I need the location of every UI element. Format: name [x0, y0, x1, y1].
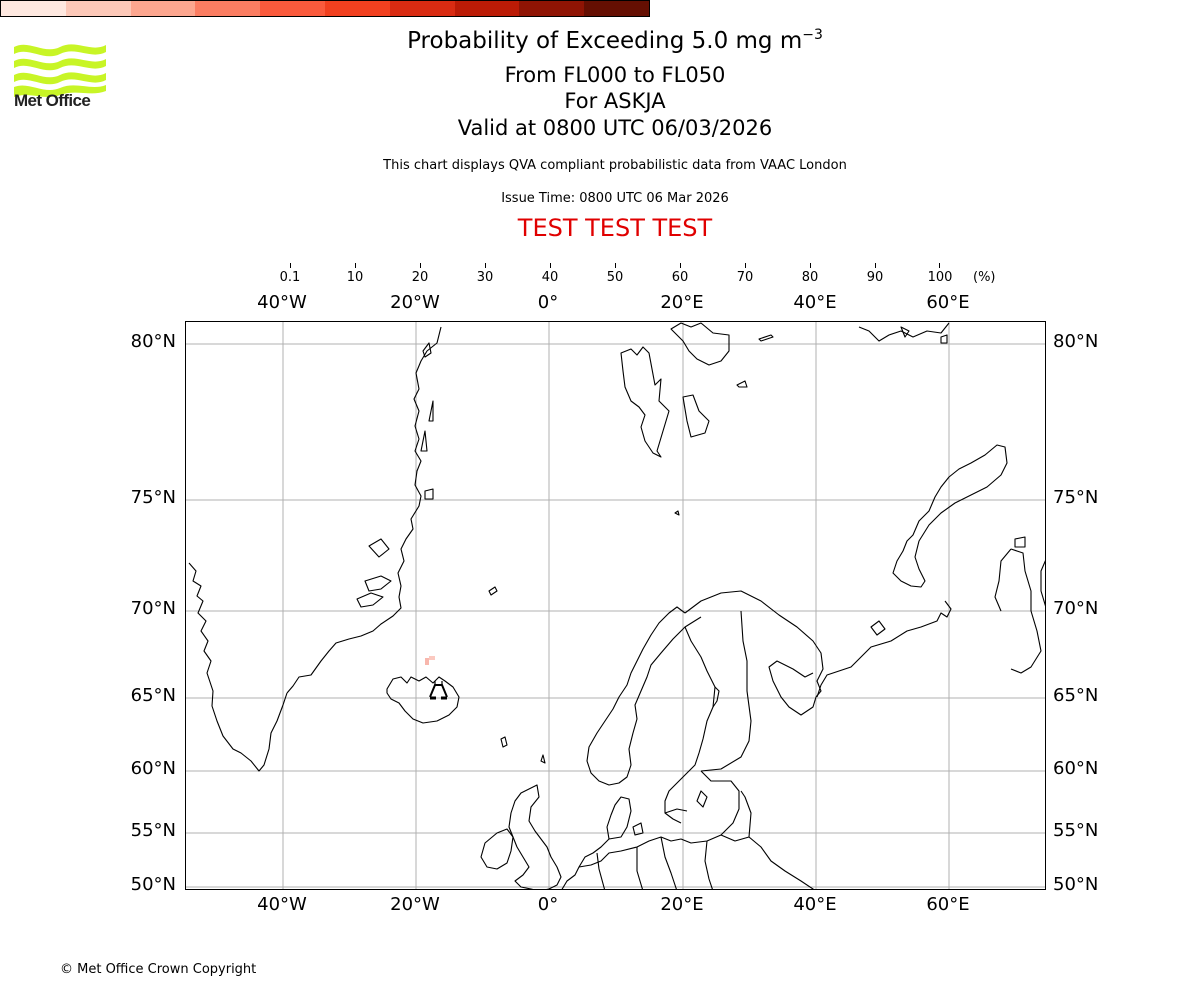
lat-label-left: 75°N: [130, 487, 176, 508]
lon-label-bottom: 20°W: [390, 894, 440, 915]
greenland-east-coast: [286, 326, 442, 694]
title-superscript: −3: [802, 27, 823, 43]
colorbar-tick: [810, 263, 811, 268]
graticule: [186, 322, 1045, 889]
svalbard: [620, 346, 670, 458]
great-britain: [508, 784, 562, 889]
colorbar-tick: [290, 263, 291, 268]
colorbar-segment: [65, 1, 131, 16]
lat-label-left: 70°N: [130, 598, 176, 619]
lon-label-top: 0°: [537, 292, 559, 313]
colorbar-segment: [195, 1, 261, 16]
colorbar-tick: [680, 263, 681, 268]
flight-level-range: From FL000 to FL050: [504, 63, 726, 87]
volcano-name: For ASKJA: [564, 89, 666, 113]
lat-label-left: 65°N: [130, 685, 176, 706]
colorbar-segment: [584, 1, 649, 16]
lon-label-top: 60°E: [926, 292, 970, 313]
colorbar-label: 80: [801, 270, 819, 285]
colorbar-segment: [324, 1, 390, 16]
colorbar-label: 10: [346, 270, 364, 285]
lon-label-bottom: 40°E: [793, 894, 837, 915]
lon-label-top: 20°E: [660, 292, 704, 313]
lat-label-right: 75°N: [1053, 487, 1099, 508]
lon-label-bottom: 20°E: [660, 894, 704, 915]
colorbar-segment: [519, 1, 585, 16]
lat-label-left: 60°N: [130, 758, 176, 779]
lat-label-right: 65°N: [1053, 685, 1099, 706]
chart-title: Probability of Exceeding 5.0 mg m−3: [407, 27, 823, 54]
colorbar-label: 100: [927, 270, 953, 285]
coastlines: [188, 322, 1045, 889]
test-banner: TEST TEST TEST: [517, 214, 713, 242]
lon-label-top: 40°E: [793, 292, 837, 313]
lon-label-bottom: 0°: [537, 894, 559, 915]
ash-probability-patch: [425, 656, 435, 665]
map-panel[interactable]: [185, 321, 1046, 890]
issue-time: Issue Time: 0800 UTC 06 Mar 2026: [501, 191, 729, 206]
novaya-zemlya: [892, 444, 1008, 588]
colorbar-tick: [550, 263, 551, 268]
volcano-icon: [429, 681, 448, 700]
lat-label-left: 80°N: [130, 331, 176, 352]
colorbar-tick: [615, 263, 616, 268]
lat-label-left: 50°N: [130, 874, 176, 895]
lon-label-bottom: 40°W: [257, 894, 307, 915]
lat-label-right: 55°N: [1053, 820, 1099, 841]
colorbar-tick: [939, 263, 940, 268]
lat-label-right: 60°N: [1053, 758, 1099, 779]
scandinavia-coast: [586, 606, 702, 786]
colorbar-tick: [485, 263, 486, 268]
colorbar-segment: [130, 1, 196, 16]
lat-label-right: 50°N: [1053, 874, 1099, 895]
colorbar-tick: [745, 263, 746, 268]
colorbar-tick: [355, 263, 356, 268]
colorbar-segment: [1, 1, 66, 16]
colorbar-label: 40: [541, 270, 559, 285]
colorbar-unit: (%): [973, 270, 996, 285]
lon-label-bottom: 60°E: [926, 894, 970, 915]
colorbar-segment: [454, 1, 520, 16]
logo-text: Met Office: [14, 91, 91, 110]
colorbar-segment: [389, 1, 455, 16]
ireland: [480, 828, 514, 870]
lat-label-right: 80°N: [1053, 331, 1099, 352]
colorbar-label: 20: [411, 270, 429, 285]
iceland-coast: [386, 676, 460, 724]
colorbar-segment: [260, 1, 325, 16]
colorbar-label: 30: [476, 270, 494, 285]
chart-description: This chart displays QVA compliant probab…: [383, 158, 847, 173]
map-canvas: [186, 322, 1045, 889]
colorbar-tick: [420, 263, 421, 268]
valid-time: Valid at 0800 UTC 06/03/2026: [457, 116, 773, 140]
lat-label-right: 70°N: [1053, 598, 1099, 619]
met-office-logo-icon: [14, 44, 106, 97]
colorbar-label: 0.1: [279, 270, 301, 285]
lon-label-top: 40°W: [257, 292, 307, 313]
colorbar-label: 60: [671, 270, 689, 285]
lon-label-top: 20°W: [390, 292, 440, 313]
colorbar-label: 50: [606, 270, 624, 285]
copyright-notice: © Met Office Crown Copyright: [60, 962, 257, 977]
colorbar-tick: [875, 263, 876, 268]
colorbar-label: 70: [736, 270, 754, 285]
greenland-west-coast: [188, 562, 288, 772]
lat-label-left: 55°N: [130, 820, 176, 841]
colorbar-label: 90: [866, 270, 884, 285]
probability-colorbar: [0, 0, 650, 17]
